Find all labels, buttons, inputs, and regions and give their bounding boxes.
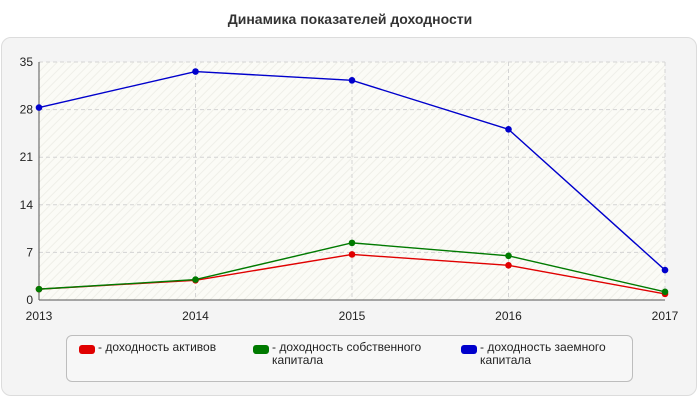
- data-point[interactable]: [505, 126, 512, 133]
- x-tick-label: 2015: [339, 309, 366, 323]
- data-point[interactable]: [348, 239, 356, 247]
- series-group: [35, 68, 669, 298]
- legend-item-assets[interactable]: - доходность активов: [79, 341, 216, 354]
- legend-swatch-blue: [461, 345, 477, 354]
- y-tick-label: 21: [20, 150, 34, 164]
- data-point[interactable]: [35, 104, 43, 111]
- x-tick-label: 2017: [652, 309, 679, 323]
- y-axis-ticks: 0 7 14 21 28 35: [20, 55, 34, 307]
- data-point[interactable]: [661, 266, 669, 274]
- legend-item-debt[interactable]: - доходность заемного капитала: [461, 341, 606, 367]
- legend-label: - доходность заемного капитала: [480, 340, 606, 367]
- data-point[interactable]: [348, 251, 356, 258]
- legend-label: - доходность активов: [98, 340, 217, 354]
- x-tick-label: 2013: [26, 309, 53, 323]
- y-tick-label: 7: [26, 245, 33, 259]
- x-axis-ticks: 2013 2014 2015 2016 2017: [26, 309, 679, 323]
- data-point[interactable]: [192, 68, 199, 75]
- chart-title: Динамика показателей доходности: [227, 11, 473, 27]
- legend-label: - доходность собственного капитала: [272, 340, 422, 367]
- legend: - доходность активов - доходность собств…: [66, 335, 633, 382]
- data-point[interactable]: [348, 77, 356, 84]
- gridlines: [39, 61, 666, 300]
- y-tick-label: 35: [20, 55, 34, 69]
- data-point[interactable]: [661, 288, 669, 296]
- y-tick-label: 0: [26, 293, 33, 307]
- data-point[interactable]: [505, 262, 512, 269]
- data-point[interactable]: [505, 252, 512, 260]
- data-point[interactable]: [35, 285, 43, 293]
- y-tick-label: 28: [20, 103, 34, 117]
- x-tick-label: 2014: [182, 309, 209, 323]
- legend-swatch-red: [79, 345, 95, 354]
- x-tick-label: 2016: [495, 309, 522, 323]
- legend-item-equity[interactable]: - доходность собственного капитала: [253, 341, 421, 367]
- legend-swatch-green: [253, 345, 269, 354]
- y-tick-label: 14: [20, 198, 34, 212]
- axes: [38, 62, 665, 301]
- data-point[interactable]: [192, 276, 199, 283]
